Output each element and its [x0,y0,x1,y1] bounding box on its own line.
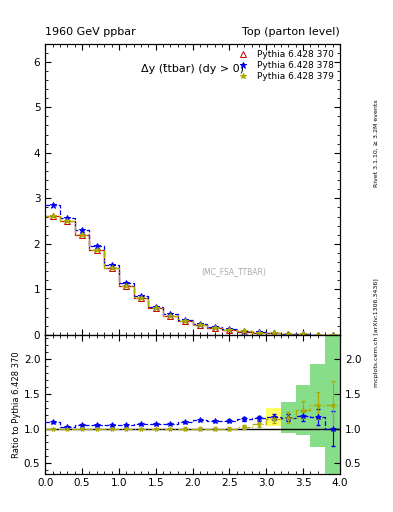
Pythia 6.428 378 [316,331,320,337]
Pythia 6.428 370 [271,330,276,336]
Pythia 6.428 378 [286,331,291,337]
Pythia 6.428 370 [301,331,305,337]
Bar [325,376,340,474]
Bar [296,400,310,431]
Pythia 6.428 370 [139,295,143,302]
Pythia 6.428 370 [168,313,173,319]
Pythia 6.428 378 [242,328,246,334]
Pythia 6.428 370 [124,283,129,289]
Pythia 6.428 379 [183,318,187,324]
Pythia 6.428 379 [50,212,55,219]
Pythia 6.428 379 [109,265,114,271]
Bar [310,364,325,447]
Pythia 6.428 379 [65,218,70,224]
Pythia 6.428 370 [94,247,99,253]
Bar [325,335,340,474]
Text: mcplots.cern.ch [arXiv:1306.3436]: mcplots.cern.ch [arXiv:1306.3436] [374,279,379,387]
Pythia 6.428 378 [257,329,261,335]
Pythia 6.428 378 [168,311,173,317]
Pythia 6.428 379 [212,325,217,331]
Pythia 6.428 379 [168,313,173,319]
Text: Top (parton level): Top (parton level) [242,27,340,37]
Pythia 6.428 370 [330,332,335,338]
Pythia 6.428 378 [80,227,84,233]
Pythia 6.428 370 [183,318,187,324]
Pythia 6.428 379 [257,329,261,335]
Pythia 6.428 379 [139,295,143,302]
Line: Pythia 6.428 370: Pythia 6.428 370 [50,213,335,337]
Pythia 6.428 378 [65,215,70,221]
Bar [266,408,281,425]
Pythia 6.428 378 [330,332,335,338]
Text: Rivet 3.1.10, ≥ 3.2M events: Rivet 3.1.10, ≥ 3.2M events [374,99,379,187]
Pythia 6.428 379 [286,331,291,337]
Pythia 6.428 370 [227,327,232,333]
Bar [310,392,325,442]
Bar [296,385,310,435]
Pythia 6.428 370 [198,322,202,328]
Pythia 6.428 379 [198,322,202,328]
Pythia 6.428 379 [94,247,99,253]
Pythia 6.428 370 [286,331,291,337]
Pythia 6.428 378 [183,317,187,323]
Pythia 6.428 370 [212,325,217,331]
Pythia 6.428 378 [227,326,232,332]
Pythia 6.428 379 [301,331,305,337]
Pythia 6.428 370 [109,265,114,271]
Pythia 6.428 378 [139,293,143,299]
Pythia 6.428 378 [94,243,99,249]
Pythia 6.428 370 [80,232,84,238]
Bar [281,407,296,429]
Pythia 6.428 378 [50,202,55,208]
Pythia 6.428 378 [271,330,276,336]
Pythia 6.428 370 [50,212,55,219]
Pythia 6.428 370 [257,330,261,336]
Pythia 6.428 370 [242,329,246,335]
Pythia 6.428 378 [153,304,158,310]
Pythia 6.428 379 [227,327,232,333]
Pythia 6.428 378 [109,262,114,268]
Pythia 6.428 378 [212,324,217,330]
Text: (MC_FSA_TTBAR): (MC_FSA_TTBAR) [202,268,266,276]
Line: Pythia 6.428 378: Pythia 6.428 378 [49,201,336,338]
Pythia 6.428 370 [153,305,158,311]
Pythia 6.428 379 [330,332,335,338]
Line: Pythia 6.428 379: Pythia 6.428 379 [50,213,335,337]
Text: 1960 GeV ppbar: 1960 GeV ppbar [45,27,136,37]
Pythia 6.428 370 [65,218,70,224]
Pythia 6.428 379 [271,330,276,336]
Pythia 6.428 378 [124,280,129,286]
Pythia 6.428 378 [301,331,305,337]
Pythia 6.428 370 [316,331,320,337]
Legend: Pythia 6.428 370, Pythia 6.428 378, Pythia 6.428 379: Pythia 6.428 370, Pythia 6.428 378, Pyth… [231,48,336,83]
Pythia 6.428 379 [80,232,84,238]
Pythia 6.428 379 [153,305,158,311]
Pythia 6.428 378 [198,321,202,327]
Bar [281,402,296,433]
Pythia 6.428 379 [316,331,320,337]
Text: Δy (t̄tbar) (dy > 0): Δy (t̄tbar) (dy > 0) [141,64,244,74]
Y-axis label: Ratio to Pythia 6.428 370: Ratio to Pythia 6.428 370 [12,351,21,458]
Pythia 6.428 379 [242,328,246,334]
Pythia 6.428 379 [124,283,129,289]
